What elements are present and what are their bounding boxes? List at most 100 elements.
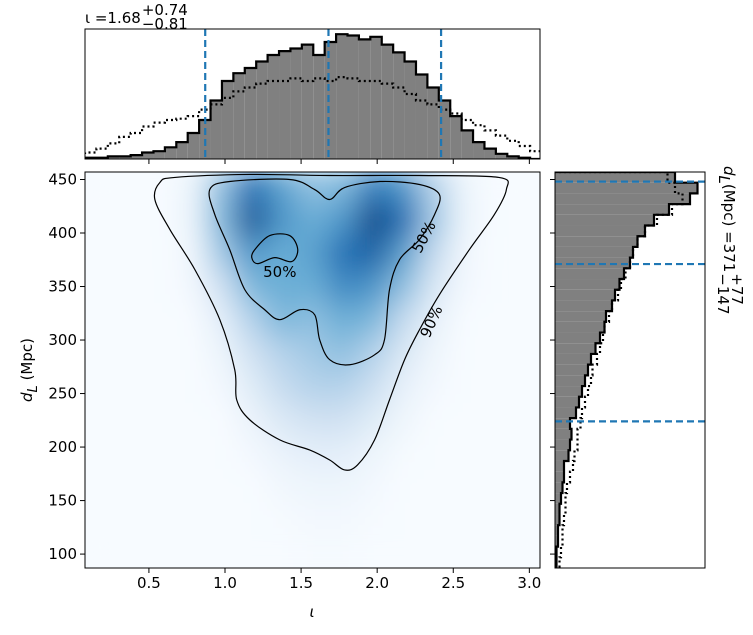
density-cell [85,501,116,536]
hist-bar [555,450,569,461]
title-upper: +77 [728,273,746,305]
density-cell [510,401,540,436]
density-cell [449,467,482,503]
density-cell [85,335,116,370]
density-cell [419,202,451,237]
density-cell [419,302,451,337]
contour-line [251,233,299,265]
title-upper: +0.74 [142,1,188,19]
y-axis-label: dL (Mpc) [18,338,41,402]
density-cell [388,268,421,304]
density-cell [358,401,390,436]
posterior-step [555,172,699,568]
prior-step [85,76,540,159]
y-tick-label: 250 [48,385,77,403]
y-axis-subscript: L [26,385,41,392]
density-cell [267,268,299,304]
density-cell [206,534,238,568]
density-cell [267,434,299,469]
right-title: dL (Mpc) = 371+77−147 [714,166,746,315]
density-cell [175,401,208,436]
density-cell [388,368,421,403]
hist-bar [256,61,268,159]
density-cell [206,335,238,370]
density-cell [114,501,147,536]
density-cell [236,467,269,503]
right-hist [555,172,699,568]
density-cell [358,202,390,237]
density-cell [358,501,390,536]
density-cell [175,335,208,370]
density-cell [449,235,482,270]
density-cell [327,302,360,337]
density-cell [267,335,299,370]
density-cell [145,235,177,270]
hist-bar [290,48,302,159]
density-clip [85,172,540,568]
density-cell [236,335,269,370]
density-cell [297,172,329,204]
hist-bar [324,42,337,159]
density-cell [449,302,482,337]
hist-bar [555,332,600,344]
title-lower: −147 [714,273,732,314]
density-cell [206,401,238,436]
hist-bar [555,535,558,547]
density-cell [145,534,177,568]
y-tick-label: 300 [48,331,77,349]
density-cell [449,534,482,568]
top-title: ι = 1.68 +0.74−0.81 [85,1,188,33]
density-cell [358,172,390,204]
density-cell [510,335,540,370]
density-cell [114,534,147,568]
density-cell [85,368,116,403]
hist-bar [555,300,612,312]
density-cell [114,172,147,204]
hist-bar [358,39,371,159]
density-cell [236,368,269,403]
density-cell [175,368,208,403]
density-cell [206,501,238,536]
density-cell [236,268,269,304]
hist-bar [267,55,280,159]
density-cell [327,534,360,568]
density-cell [85,534,116,568]
density-cell [297,202,329,237]
density-cell [358,268,390,304]
density-cell [449,335,482,370]
hist-bar [107,156,120,159]
density-cell [297,534,329,568]
y-axis-symbol: d [18,392,36,402]
density-cell [419,368,451,403]
density-cell [297,467,329,503]
hist-bar [187,133,200,159]
prior-step [555,172,684,568]
density-cell [236,302,269,337]
density-cell [510,235,540,270]
hist-bar [119,156,131,159]
main-frame [84,171,541,569]
density-cell [510,501,540,536]
density-cell [85,268,116,304]
hist-bar [555,268,624,280]
hist-bar [555,407,576,419]
hist-bar [176,142,188,159]
density-cell [327,268,360,304]
density-cell [419,401,451,436]
hist-bar [555,418,570,429]
density-cell [358,302,390,337]
density-cell [388,434,421,469]
density-cell [419,467,451,503]
density-cell [85,401,116,436]
density-cell [419,268,451,304]
density-cell [358,335,390,370]
title-part: L [715,176,733,184]
density-cell [175,302,208,337]
hist-bar [555,289,615,301]
density-cell [388,335,421,370]
title-lower: −0.81 [142,15,188,33]
density-cell [480,202,512,237]
density-cell [388,302,421,337]
density-cell [358,467,390,503]
x-tick-label: 0.5 [137,574,161,592]
